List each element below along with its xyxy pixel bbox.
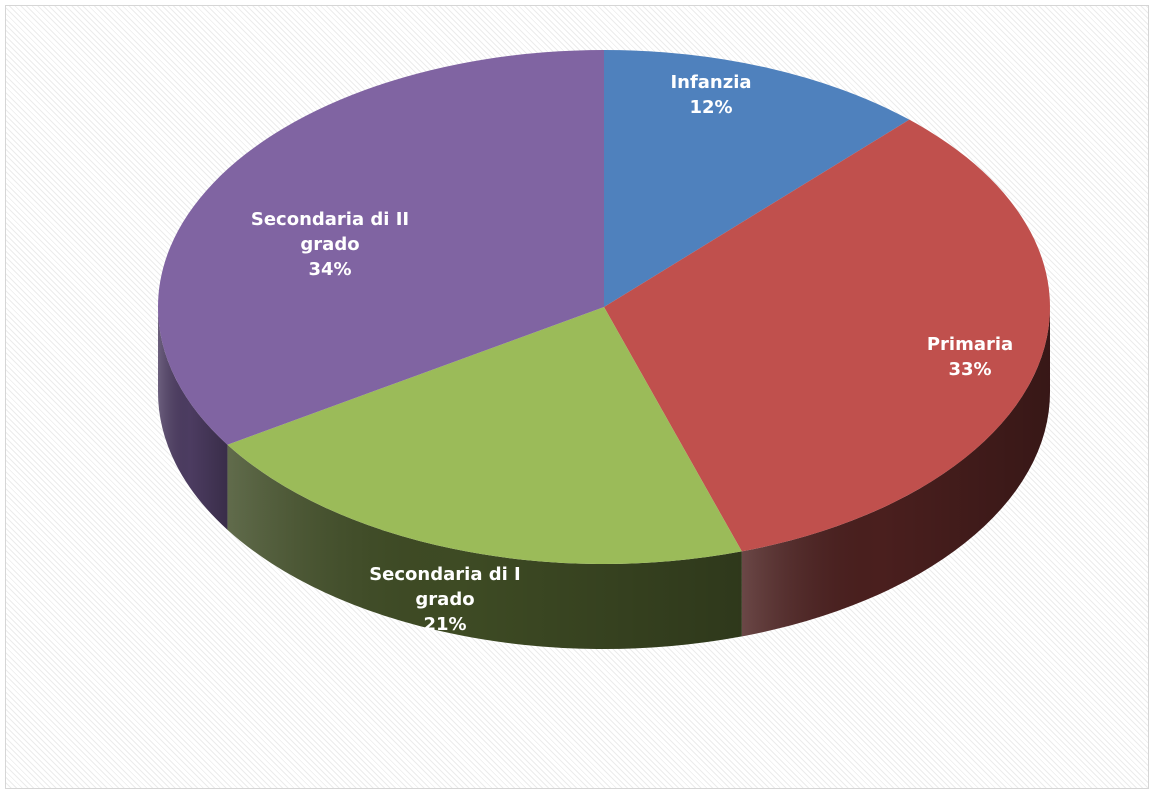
data-label-text: Secondaria di II	[251, 209, 409, 230]
data-label-infanzia: Infanzia 12%	[670, 72, 751, 118]
data-label-text: grado	[415, 589, 474, 610]
data-label-primaria: Primaria 33%	[927, 334, 1013, 380]
data-label-value: 12%	[689, 97, 732, 118]
data-label-secondaria-di-i-grado: Secondaria di I grado 21%	[369, 564, 521, 635]
slice-side-shade-primaria	[741, 307, 1050, 637]
slice-secondaria-di-ii-grado[interactable]	[157, 50, 604, 445]
slice-secondaria-di-i-grado[interactable]	[227, 307, 742, 564]
data-label-text: Primaria	[927, 334, 1013, 355]
pie-sides	[158, 307, 1050, 649]
data-label-text: Secondaria di I	[369, 564, 521, 585]
data-label-value: 33%	[948, 359, 991, 380]
data-label-value: 21%	[423, 614, 466, 635]
data-label-value: 34%	[308, 259, 351, 280]
slice-infanzia[interactable]	[604, 50, 910, 307]
data-label-text: grado	[300, 234, 359, 255]
slice-primaria[interactable]	[604, 119, 1050, 552]
slice-side-shade-secondaria-di-i-grado	[227, 444, 742, 649]
slice-side-shade-secondaria-di-ii-grado	[158, 307, 228, 530]
pie-labels: Infanzia 12% Primaria 33% Secondaria di I gra…	[251, 72, 1013, 635]
data-label-text: Infanzia	[670, 72, 751, 93]
pie-slices	[157, 50, 1050, 564]
data-label-secondaria-di-ii-grado: Secondaria di II grado 34%	[251, 209, 409, 280]
